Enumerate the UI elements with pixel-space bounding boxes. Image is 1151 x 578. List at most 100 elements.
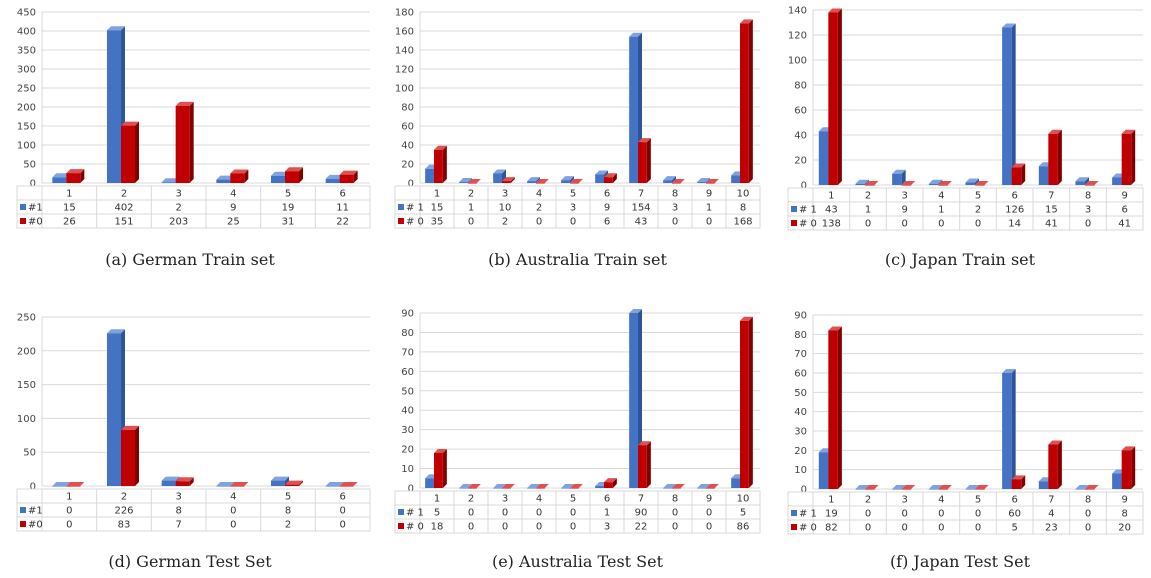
bar-top: [638, 441, 651, 446]
legend-label: #0: [28, 520, 43, 531]
x-tick-label: 5: [285, 189, 291, 200]
bar-side: [865, 179, 869, 185]
bar-front: [901, 185, 912, 186]
data-table-cell: 0: [230, 520, 236, 531]
bar-front: [107, 333, 121, 486]
bar-front: [175, 105, 190, 183]
y-tick-label: 0: [801, 181, 807, 192]
bar-top: [965, 485, 979, 489]
data-table-cell: 14: [1008, 219, 1021, 230]
legend-label: # 0: [799, 523, 817, 534]
legend-key: [791, 220, 797, 226]
data-table-cell: 0: [1085, 509, 1091, 520]
data-table-cell: 0: [865, 509, 871, 520]
data-table-cell: 0: [975, 523, 981, 534]
legend-key: [398, 523, 404, 529]
bar-side: [1131, 129, 1136, 185]
bar-front: [672, 488, 681, 489]
y-tick-label: 10: [401, 464, 414, 475]
bar-top: [121, 425, 139, 430]
x-tick-label: 5: [285, 492, 291, 503]
data-table-cell: 0: [536, 508, 542, 519]
bar-front: [938, 185, 948, 186]
bar-front: [672, 183, 681, 184]
chart-panel-japan-test: 0 10 20 30 40 50 60 70 80 90 1 2 3 4 5 6 7 8 9 # 1 19 0 0 0 0 60 4…: [770, 300, 1150, 578]
bar-series0: [828, 326, 842, 489]
bar-front: [706, 183, 715, 184]
data-table-cell: 1: [604, 508, 610, 519]
chart-panel-australia-train: 0 20 40 60 80 100 120 140 160 180 1 2 3 4 5 6 7 8 9 10 # 1 15…: [385, 0, 770, 280]
bar-series0: [230, 169, 249, 183]
data-table-cell: 83: [118, 520, 131, 531]
bar-series0: [938, 485, 952, 490]
data-table-cell: 0: [672, 522, 678, 533]
bar-front: [663, 180, 672, 183]
data-table-cell: 0: [706, 522, 712, 533]
bar-series1: [325, 482, 344, 487]
bar-top: [66, 482, 85, 486]
y-tick-label: 100: [788, 56, 807, 67]
bar-side: [189, 477, 194, 486]
data-table-cell: 0: [901, 523, 907, 534]
y-tick-label: 350: [17, 46, 36, 57]
y-tick-label: 140: [395, 46, 414, 57]
bar-series0: [570, 484, 583, 489]
y-tick-label: 20: [794, 446, 807, 457]
legend-label: # 1: [799, 205, 817, 216]
bar-top: [1002, 369, 1016, 373]
data-table-cell: 41: [1045, 219, 1058, 230]
bar-side: [510, 177, 515, 183]
bar-top: [570, 179, 583, 183]
x-tick-label: 6: [339, 492, 345, 503]
bar-side: [837, 8, 842, 185]
bar-front: [928, 183, 939, 185]
bar-top: [285, 480, 303, 485]
data-table-cell: 60: [1008, 509, 1021, 520]
y-tick-label: 150: [17, 380, 36, 391]
data-table-cell: 0: [901, 219, 907, 230]
data-table-cell: 0: [1085, 523, 1091, 534]
y-tick-label: 120: [395, 65, 414, 76]
bar-series1: [855, 485, 869, 490]
bar-front: [818, 452, 829, 489]
data-table-cell: 138: [822, 219, 841, 230]
data-table-cell: 2: [502, 217, 508, 228]
data-table-cell: 2: [536, 203, 542, 214]
data-table-cell: 18: [431, 522, 444, 533]
y-tick-label: 180: [395, 8, 414, 19]
bar-side: [244, 169, 249, 183]
bar-side: [706, 178, 710, 183]
bar-top: [697, 484, 710, 488]
y-tick-label: 20: [794, 156, 807, 167]
y-tick-label: 400: [17, 27, 36, 38]
bar-top: [706, 484, 719, 488]
bar-series1: [965, 178, 979, 185]
data-table-cell: 8: [1121, 509, 1127, 520]
bar-front: [928, 489, 939, 490]
data-table-cell: 0: [672, 508, 678, 519]
bar-top: [1011, 163, 1026, 168]
data-table-cell: 0: [1085, 219, 1091, 230]
data-table-cell: 8: [740, 203, 746, 214]
bar-front: [271, 480, 285, 486]
y-tick-label: 90: [401, 309, 414, 320]
y-tick-label: 10: [794, 465, 807, 476]
data-table-cell: 0: [938, 509, 944, 520]
bar-front: [493, 488, 502, 489]
bar-series1: [928, 179, 943, 185]
bar-chart: 0 50 100 150 200 250 300 350 400 450 1 2 3 4 5 6 #1 15 402…: [16, 8, 371, 229]
bar-front: [629, 36, 638, 184]
bar-front: [339, 174, 354, 183]
legend-key: [398, 204, 404, 210]
x-tick-label: 3: [901, 191, 907, 202]
x-tick-label: 3: [502, 494, 508, 505]
bar-front: [121, 429, 135, 486]
x-tick-label: 6: [339, 189, 345, 200]
legend-key: [791, 206, 797, 212]
bar-top: [901, 181, 916, 185]
bar-top: [175, 477, 194, 482]
bar-series0: [604, 173, 617, 183]
bar-top: [216, 482, 235, 486]
